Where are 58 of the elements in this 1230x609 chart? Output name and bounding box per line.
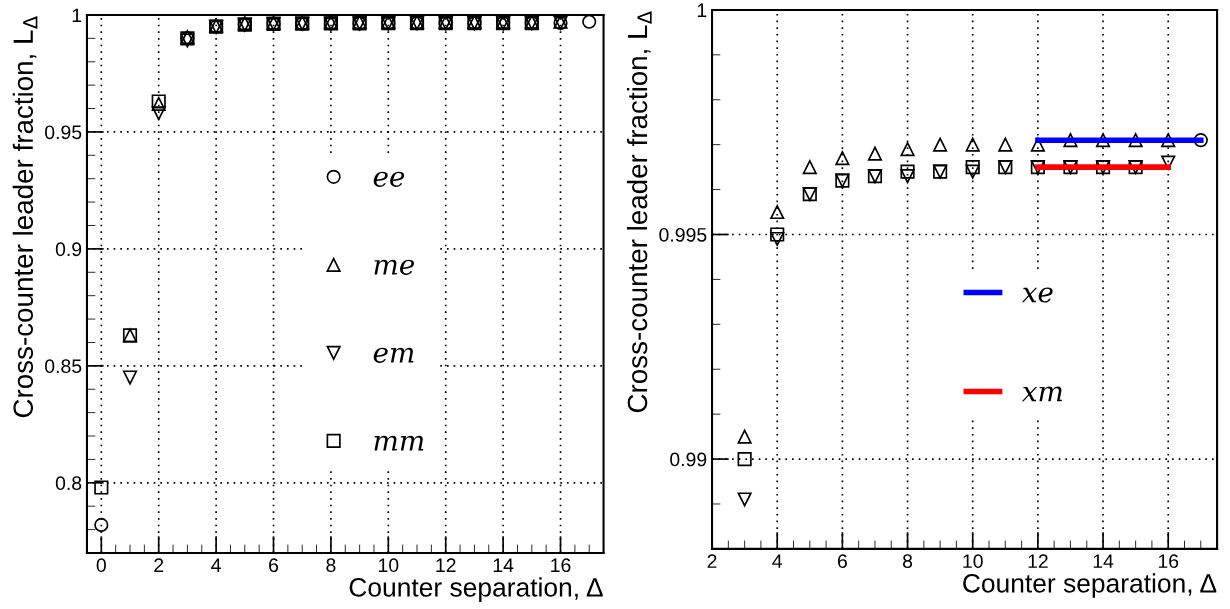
x-tick-label: 10 xyxy=(378,558,399,573)
x-tick-label: 16 xyxy=(551,558,571,573)
x-axis-title: Counter separation, Δ xyxy=(349,577,603,602)
point xyxy=(737,429,752,444)
point xyxy=(900,169,915,184)
x-tick-label: 6 xyxy=(837,554,847,569)
point xyxy=(965,137,980,152)
y-tick-label: 0.95 xyxy=(45,125,82,140)
point xyxy=(933,137,948,152)
point xyxy=(802,160,817,175)
legend-label: xm xyxy=(1021,386,1062,402)
legend-label: xe xyxy=(1021,287,1053,303)
x-tick-label: 2 xyxy=(707,554,717,568)
point xyxy=(151,106,166,121)
y-axis-title: Cross-counter leader fraction, L$_{Δ}$ xyxy=(12,16,38,418)
point xyxy=(998,137,1013,152)
point xyxy=(770,204,785,220)
y-tick-label: 1 xyxy=(72,8,82,23)
point xyxy=(737,451,752,467)
x-tick-label: 8 xyxy=(902,554,913,569)
point xyxy=(900,164,915,179)
x-tick-label: 2 xyxy=(154,558,164,572)
point xyxy=(900,142,915,157)
point xyxy=(867,146,883,161)
point xyxy=(770,227,785,242)
x-tick-label: 10 xyxy=(963,554,983,569)
y-axis-title: Cross-counter leader fraction, L$_{Δ}$ xyxy=(626,11,652,413)
point xyxy=(1193,133,1208,148)
x-tick-label: 4 xyxy=(211,558,221,572)
point xyxy=(94,480,109,495)
legend-label: ee xyxy=(373,171,405,187)
x-tick-label: 4 xyxy=(772,554,783,568)
point xyxy=(965,164,980,179)
y-tick-label: 1 xyxy=(697,3,707,17)
y-tick-label: 0.995 xyxy=(659,227,707,242)
point xyxy=(94,517,109,532)
x-axis-title: Counter separation, Δ xyxy=(963,573,1217,598)
y-tick-label: 0.8 xyxy=(55,476,82,491)
point xyxy=(582,14,597,29)
point xyxy=(835,151,850,166)
y-tick-label: 0.99 xyxy=(670,452,707,467)
x-tick-label: 16 xyxy=(1158,554,1179,569)
x-tick-label: 12 xyxy=(1028,554,1048,568)
point xyxy=(770,231,785,247)
x-tick-label: 8 xyxy=(326,558,336,573)
y-tick-label: 0.85 xyxy=(45,359,82,374)
legend-label: mm xyxy=(374,435,424,451)
x-tick-label: 14 xyxy=(1093,554,1114,568)
y-tick-label: 0.9 xyxy=(55,242,82,257)
point xyxy=(737,492,752,507)
x-tick-label: 6 xyxy=(269,558,279,573)
x-tick-label: 0 xyxy=(96,558,106,573)
x-tick-label: 14 xyxy=(493,558,514,572)
legend-label: em xyxy=(373,347,414,363)
x-tick-label: 12 xyxy=(436,558,456,572)
legend-label: me xyxy=(374,259,415,275)
point xyxy=(965,160,980,175)
point xyxy=(122,370,138,385)
